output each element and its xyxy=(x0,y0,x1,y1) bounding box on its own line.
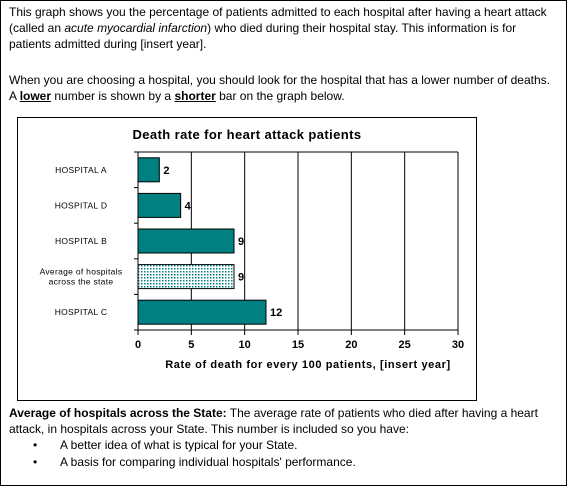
intro-italic-term: acute myocardial infarction xyxy=(64,21,208,35)
category-label: HOSPITAL A xyxy=(55,165,107,175)
choose-text-2: number is shown by a xyxy=(51,89,175,103)
chart-container: Death rate for heart attack patients 2 4 9… xyxy=(17,117,477,401)
bar xyxy=(137,157,160,183)
x-tick-label: 10 xyxy=(239,339,251,351)
bullet-item: • A better idea of what is typical for yo… xyxy=(9,437,554,454)
bullet-list: • A better idea of what is typical for yo… xyxy=(9,437,554,471)
bullet-text: A basis for comparing individual hospita… xyxy=(60,455,356,469)
x-axis-label: Rate of death for every 100 patients, [i… xyxy=(165,359,451,371)
data-label: 12 xyxy=(270,307,282,319)
bar xyxy=(137,264,235,290)
category-label: HOSPITAL C xyxy=(55,307,108,317)
data-label: 4 xyxy=(185,200,192,212)
bullet-icon: • xyxy=(33,455,38,469)
choose-text-3: bar on the graph below. xyxy=(215,89,345,103)
bars: 2 4 9 9 12 xyxy=(137,157,282,325)
x-tick-label: 30 xyxy=(452,339,464,351)
footer-paragraph: Average of hospitals across the State: T… xyxy=(9,405,554,437)
footer-text: The average rate of patients who died af… xyxy=(9,406,538,436)
bar xyxy=(137,299,267,325)
choose-text-1: When you are choosing a hospital, you sh… xyxy=(9,73,550,103)
x-tick-label: 15 xyxy=(292,339,304,351)
category-label: HOSPITAL B xyxy=(55,236,107,246)
shorter-word: shorter xyxy=(174,89,216,103)
bullet-item: • A basis for comparing individual hospit… xyxy=(9,454,554,471)
x-tick-label: 0 xyxy=(135,339,141,351)
axes: HOSPITAL A HOSPITAL D HOSPITAL B Average of… xyxy=(40,151,464,351)
footer-section: Average of hospitals across the State: T… xyxy=(9,405,554,471)
data-label: 9 xyxy=(238,272,244,284)
x-tick-label: 5 xyxy=(188,339,194,351)
bullet-icon: • xyxy=(33,438,38,452)
x-tick-label: 25 xyxy=(399,339,411,351)
choose-paragraph: When you are choosing a hospital, you sh… xyxy=(9,72,554,104)
data-label: 9 xyxy=(238,236,244,248)
lower-word: lower xyxy=(19,89,52,103)
x-tick-label: 20 xyxy=(345,339,357,351)
chart-title: Death rate for heart attack patients xyxy=(132,127,362,142)
intro-text-2: ) who died during their hospital stay. T… xyxy=(9,21,517,51)
bar xyxy=(137,228,235,254)
intro-paragraph: This graph shows you the percentage of p… xyxy=(9,4,554,52)
category-label: Average of hospitals across the state xyxy=(40,267,123,287)
category-label: HOSPITAL D xyxy=(55,200,108,210)
intro-text-1: This graph shows you the percentage of p… xyxy=(9,5,547,35)
bar xyxy=(137,192,182,218)
data-label: 2 xyxy=(163,165,169,177)
bullet-text: A better idea of what is typical for you… xyxy=(60,438,298,452)
footer-heading: Average of hospitals across the State: xyxy=(9,406,227,420)
bar-chart: 2 4 9 9 12 HOSPITAL A HOSPITAL D HOSPITAL B Ave… xyxy=(40,151,464,351)
